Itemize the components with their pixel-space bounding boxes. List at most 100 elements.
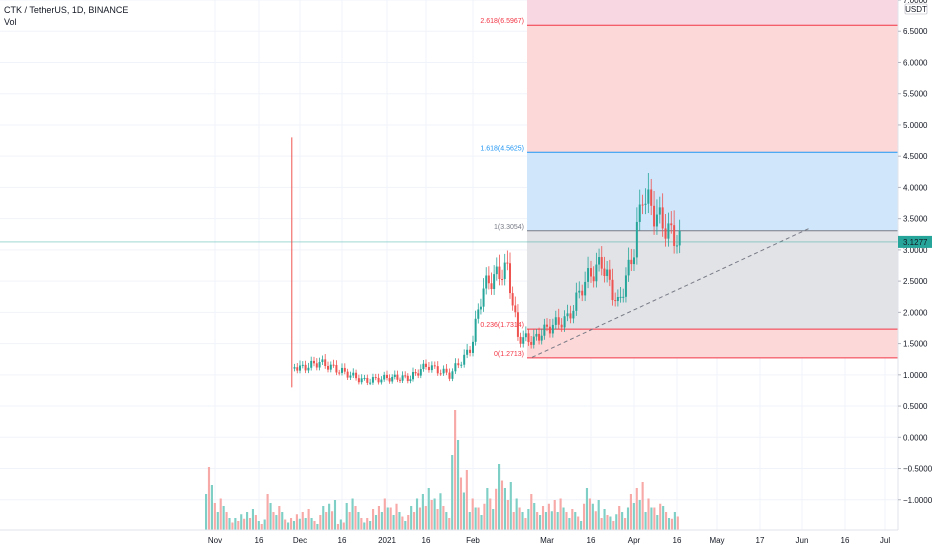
candle-body [543, 324, 546, 336]
volume-bar [509, 482, 512, 530]
candle-body [606, 269, 609, 276]
volume-bar [621, 512, 624, 530]
candle-body [409, 379, 412, 382]
volume-bar [260, 524, 263, 530]
volume-bar [210, 485, 213, 530]
volume-bar [465, 470, 468, 530]
volume-bar [442, 506, 445, 530]
candle-body [485, 275, 488, 289]
y-tick-label: 3.0000 [903, 246, 928, 255]
y-tick-label: −1.0000 [903, 496, 932, 505]
volume-bar [468, 512, 471, 530]
time-axis: Nov 16 Dec 16 2021 16 Feb Mar 16 Apr 16 May 17 Jun 16 J… [0, 529, 898, 545]
volume-bar [638, 500, 641, 530]
candle-body [442, 368, 445, 374]
candle-body [673, 225, 676, 246]
volume-bar [600, 518, 603, 530]
volume-bar [351, 498, 354, 530]
volume-bar [418, 507, 422, 530]
candle-body [293, 367, 296, 369]
currency-badge [904, 3, 928, 15]
volume-bar [665, 512, 668, 530]
candle-body [538, 333, 541, 341]
volume-bar [301, 512, 304, 530]
volume-bar [248, 518, 252, 530]
candle-body [304, 364, 307, 371]
candle-body [557, 317, 560, 325]
x-tick-label: 16 [587, 536, 596, 545]
x-tick-label: 17 [756, 536, 765, 545]
candle-body [498, 266, 501, 280]
fib-zone-above [527, 0, 898, 26]
candle-body [332, 364, 335, 366]
volume-bar [228, 518, 231, 530]
volume-bar [278, 506, 281, 530]
candle-body [630, 259, 633, 265]
candle-body [569, 313, 572, 319]
candle-body [622, 296, 625, 298]
candle-body [477, 309, 480, 319]
volume-bar [254, 515, 257, 530]
price-candles [291, 137, 681, 388]
volume-bar [410, 506, 413, 530]
fib-zone-2 [527, 230, 898, 330]
x-tick-label: 16 [255, 536, 264, 545]
x-tick-label: Mar [540, 536, 554, 545]
volume-bar [556, 512, 559, 530]
candle-body [653, 205, 656, 227]
candle-body [343, 367, 346, 372]
candle-body [603, 268, 606, 276]
volume-bar [366, 518, 369, 530]
candle-body [439, 373, 442, 375]
candle-body [355, 372, 358, 379]
volume-bar [328, 503, 331, 530]
candle-body [363, 377, 366, 379]
volume-bar [582, 503, 586, 530]
candle-body [616, 296, 619, 302]
volume-bar [673, 512, 676, 530]
candle-body [414, 372, 417, 374]
x-tick-label: Apr [628, 536, 641, 545]
y-tick-label: 5.0000 [903, 121, 928, 130]
x-tick-label: 16 [841, 536, 850, 545]
candle-body [299, 365, 301, 371]
candle-body [611, 279, 614, 301]
candle-body [406, 375, 409, 382]
candle-body [430, 365, 433, 371]
volume-bar [609, 516, 612, 530]
candle-body [327, 366, 329, 370]
candle-body [581, 290, 584, 296]
candle-body [661, 207, 664, 229]
candle-body [404, 375, 407, 377]
volume-bar [207, 467, 211, 530]
candle-body [516, 312, 519, 337]
volume-bar [483, 503, 486, 530]
volume-bar [398, 512, 401, 530]
candle-body [380, 379, 383, 383]
volume-bar [433, 498, 436, 530]
candle-body [401, 375, 404, 381]
volume-bar [495, 488, 498, 530]
volume-bar [585, 488, 589, 530]
candle-body [366, 377, 369, 383]
candle-body [509, 263, 511, 294]
candle-body [511, 293, 514, 306]
volume-bar [588, 498, 591, 530]
volume-bar [383, 498, 386, 530]
candle-body [664, 228, 667, 239]
volume-bar [562, 507, 565, 530]
volume-bar [240, 514, 243, 530]
candle-body [399, 379, 401, 381]
candle-body [548, 326, 551, 334]
candle-body [474, 318, 477, 342]
volume-bar [369, 521, 372, 530]
volume-bar [430, 500, 433, 530]
fib-level-label: 0(1.2713) [494, 351, 524, 358]
volume-bar [325, 512, 328, 530]
volume-bar [263, 519, 266, 530]
volume-bar [342, 522, 345, 530]
candle-body [487, 275, 490, 284]
candle-body [329, 364, 332, 370]
candle-body [530, 342, 533, 345]
